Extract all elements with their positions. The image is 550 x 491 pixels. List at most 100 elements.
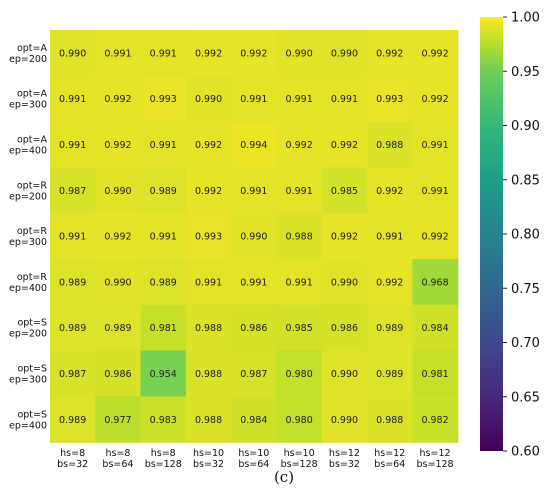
heatmap-cell bbox=[140, 259, 187, 306]
heatmap-cell bbox=[367, 121, 413, 168]
heatmap-cell bbox=[185, 167, 232, 214]
cell-value-label: 0.991 bbox=[240, 94, 267, 105]
x-tick-label: hs=12 bs=128 bbox=[417, 448, 454, 470]
cell-value-label: 0.991 bbox=[59, 232, 86, 243]
cell-value-label: 0.981 bbox=[150, 323, 177, 334]
heatmap-cell bbox=[412, 350, 459, 397]
cell-value-label: 0.990 bbox=[331, 415, 358, 426]
cell-value-label: 0.987 bbox=[59, 369, 86, 380]
cell-value-label: 0.993 bbox=[376, 94, 403, 105]
heatmap-cell bbox=[321, 30, 368, 77]
x-axis-tick-labels: hs=8 bs=32 hs=8 bs=64 hs=8 bs=128 hs=10 bs=32 hs… bbox=[57, 448, 453, 470]
cell-value-label: 0.987 bbox=[59, 186, 86, 197]
cell-value-label: 0.992 bbox=[104, 232, 131, 243]
cell-value-label: 0.968 bbox=[421, 277, 448, 288]
cell-value-label: 0.982 bbox=[421, 415, 448, 426]
cell-value-label: 0.989 bbox=[59, 323, 86, 334]
colorbar-tick-label: 0.70 bbox=[511, 336, 540, 351]
heatmap-cell bbox=[412, 259, 459, 306]
cell-value-label: 0.991 bbox=[104, 48, 131, 59]
x-tick-label: hs=12 bs=32 bbox=[329, 448, 360, 470]
y-tick-label: opt=A ep=200 bbox=[9, 43, 47, 65]
heatmap-cell bbox=[95, 75, 142, 123]
y-tick-label: opt=R ep=400 bbox=[9, 272, 47, 294]
cell-value-label: 0.981 bbox=[421, 369, 448, 380]
heatmap-cell bbox=[231, 30, 278, 77]
x-tick-label: hs=8 bs=128 bbox=[145, 448, 182, 470]
cell-value-label: 0.988 bbox=[376, 415, 403, 426]
heatmap-cell bbox=[276, 167, 323, 214]
heatmap-cell bbox=[140, 304, 187, 352]
cell-value-label: 0.990 bbox=[195, 94, 222, 105]
heatmap-cell bbox=[412, 121, 459, 168]
heatmap-cell bbox=[367, 304, 413, 352]
heatmap-cell bbox=[276, 30, 323, 77]
cell-value-label: 0.992 bbox=[195, 140, 222, 151]
cell-value-label: 0.992 bbox=[376, 186, 403, 197]
heatmap-cell bbox=[412, 304, 459, 352]
heatmap-cell bbox=[95, 121, 142, 168]
cell-value-label: 0.988 bbox=[376, 140, 403, 151]
y-tick-label: opt=S ep=200 bbox=[9, 318, 47, 340]
heatmap-cell bbox=[276, 396, 323, 443]
cell-value-label: 0.992 bbox=[195, 48, 222, 59]
y-tick-label: opt=R ep=300 bbox=[9, 226, 47, 248]
colorbar-tick-label: 0.95 bbox=[511, 65, 540, 80]
heatmap-cell bbox=[185, 30, 232, 77]
heatmap-cell bbox=[140, 350, 187, 397]
cell-value-label: 0.991 bbox=[59, 140, 86, 151]
colorbar-tick-label: 0.60 bbox=[511, 445, 540, 460]
cell-value-label: 0.992 bbox=[195, 186, 222, 197]
heatmap-cell bbox=[95, 30, 142, 77]
heatmap-cell bbox=[231, 167, 278, 214]
cell-value-label: 0.994 bbox=[240, 140, 267, 151]
cell-value-label: 0.977 bbox=[104, 415, 131, 426]
y-tick-label: opt=S ep=400 bbox=[9, 409, 47, 431]
cell-value-label: 0.992 bbox=[331, 232, 358, 243]
cell-value-label: 0.991 bbox=[195, 277, 222, 288]
heatmap-cell bbox=[412, 167, 459, 214]
heatmap-cell bbox=[231, 75, 278, 123]
heatmap-cell bbox=[321, 75, 368, 123]
heatmap-cell bbox=[321, 259, 368, 306]
heatmap-cell bbox=[185, 350, 232, 397]
cell-value-label: 0.988 bbox=[195, 323, 222, 334]
heatmap-cell bbox=[367, 167, 413, 214]
heatmap-cell bbox=[231, 213, 278, 260]
heatmap-cell bbox=[185, 304, 232, 352]
cell-value-label: 0.990 bbox=[240, 232, 267, 243]
heatmap-cell bbox=[367, 213, 413, 260]
heatmap-cell bbox=[412, 396, 459, 443]
cell-value-label: 0.992 bbox=[286, 140, 313, 151]
cell-value-label: 0.986 bbox=[104, 369, 131, 380]
heatmap-cell bbox=[321, 304, 368, 352]
cell-value-label: 0.985 bbox=[286, 323, 313, 334]
cell-value-label: 0.992 bbox=[104, 140, 131, 151]
heatmap-cell bbox=[95, 304, 142, 352]
heatmap-cell bbox=[276, 75, 323, 123]
heatmap-cell bbox=[50, 304, 96, 352]
colorbar-tick-label: 0.90 bbox=[511, 119, 540, 134]
cell-value-label: 0.991 bbox=[421, 186, 448, 197]
heatmap-cell bbox=[140, 213, 187, 260]
heatmap-cell bbox=[321, 121, 368, 168]
heatmap-cell bbox=[50, 75, 96, 123]
cell-value-label: 0.992 bbox=[421, 48, 448, 59]
cell-value-label: 0.984 bbox=[240, 415, 267, 426]
cell-value-label: 0.989 bbox=[376, 323, 403, 334]
x-tick-label: hs=8 bs=32 bbox=[57, 448, 88, 470]
heatmap-cell bbox=[95, 259, 142, 306]
cell-value-label: 0.988 bbox=[195, 369, 222, 380]
cell-value-label: 0.992 bbox=[421, 232, 448, 243]
heatmap-cell bbox=[50, 259, 96, 306]
heatmap-cell bbox=[185, 259, 232, 306]
heatmap-cell bbox=[276, 304, 323, 352]
cell-value-label: 0.989 bbox=[376, 369, 403, 380]
heatmap-cell bbox=[367, 30, 413, 77]
colorbar-tick-label: 0.85 bbox=[511, 173, 540, 188]
y-axis-tick-labels: opt=A ep=200 opt=A ep=300 opt=A ep=400 opt=R ep… bbox=[9, 43, 47, 431]
cell-value-label: 0.990 bbox=[59, 48, 86, 59]
cell-value-label: 0.989 bbox=[59, 415, 86, 426]
cell-value-label: 0.954 bbox=[150, 369, 177, 380]
